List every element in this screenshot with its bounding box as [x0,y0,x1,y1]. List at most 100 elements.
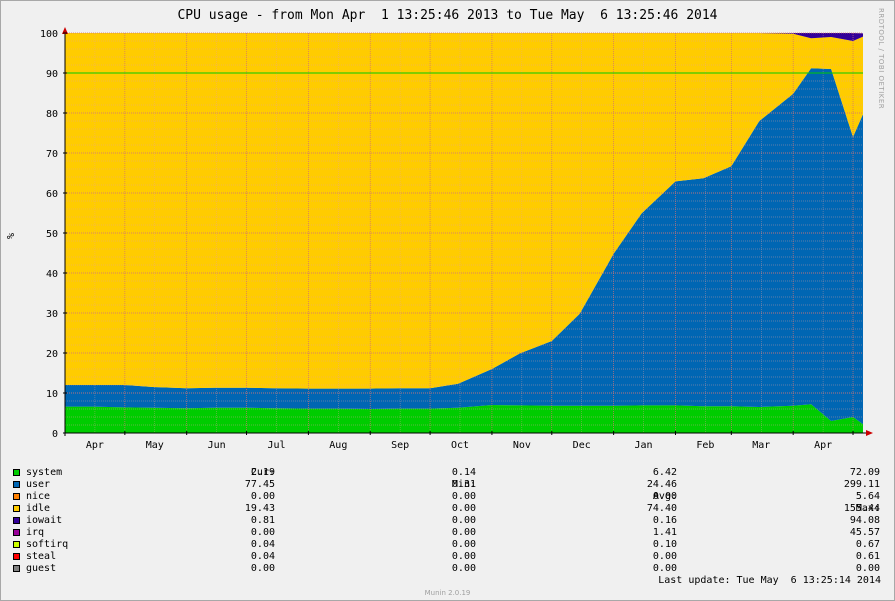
legend-value-max: 299.11 [843,479,880,490]
rrdtool-credit: RRDTOOL / TOBI OETIKER [877,8,885,110]
header-min: Min: [451,479,476,490]
area-user [65,68,863,425]
legend-value-cur: 2.19 [250,467,275,478]
header-cur: Cur: [250,467,275,478]
legend-row-softirq: softirq 0.04 0.00 0.10 0.67 [13,539,883,551]
y-tick-label: 70 [46,149,58,160]
y-tick-label: 80 [46,109,58,120]
legend-value-avg: 1.41 [652,527,677,538]
y-tick-label: 60 [46,189,58,200]
legend-series-name: guest [26,563,57,574]
legend-rows: system 2.19 0.14 6.42 72.09 user 77.45 0.31 24.4… [13,467,883,575]
legend-series-name: user [26,479,51,490]
legend-value-max: 0.67 [855,539,880,550]
y-tick-label: 30 [46,309,58,320]
legend-value-avg: 0.16 [652,515,677,526]
legend-series-name: system [26,467,63,478]
legend-row-nice: nice 0.00 0.00 0.00 5.64 [13,491,883,503]
legend-value-cur: 19.43 [244,503,275,514]
legend-value-max: 0.00 [855,563,880,574]
legend-series-name: steal [26,551,57,562]
legend-series-name: softirq [26,539,69,550]
area-system [65,404,863,433]
legend-value-avg: 0.00 [652,563,677,574]
legend-value-cur: 0.00 [250,491,275,502]
y-tick-label: 10 [46,389,58,400]
legend-value-avg: 74.40 [646,503,677,514]
legend-value-cur: 0.00 [250,563,275,574]
cpu-usage-chart: 0 10 20 30 40 50 60 70 80 90 100 Apr May Jun Jul Aug Se… [6,27,873,450]
x-tick-label: Feb [696,440,714,450]
chart-title: CPU usage - from Mon Apr 1 13:25:46 2013… [177,8,718,23]
legend-swatch [13,517,20,524]
legend-value-cur: 77.45 [244,479,275,490]
last-update-text: Last update: Tue May 6 13:25:14 2014 [658,575,881,586]
legend-value-min: 0.00 [451,503,476,514]
legend-value-max: 45.57 [849,527,880,538]
legend-table: Cur: Min: Avg: Max: system 2.19 0.14 6.42 72… [13,455,883,575]
legend-value-cur: 0.04 [250,539,275,550]
legend-value-min: 0.00 [451,563,476,574]
legend-value-max: 0.61 [855,551,880,562]
legend-value-cur: 0.00 [250,527,275,538]
legend-row-steal: steal 0.04 0.00 0.00 0.61 [13,551,883,563]
legend-value-avg: 6.42 [652,467,677,478]
y-axis-label: % [6,233,17,239]
legend-value-max: 155.44 [843,503,880,514]
x-tick-label: Apr [814,440,832,450]
x-axis-arrow [866,430,873,436]
area-idle [65,33,863,389]
legend-row-user: user 77.45 0.31 24.46 299.11 [13,479,883,491]
axes [62,27,873,436]
legend-value-min: 0.00 [451,515,476,526]
legend-value-cur: 0.81 [250,515,275,526]
legend-row-irq: irq 0.00 0.00 1.41 45.57 [13,527,883,539]
legend-row-system: system 2.19 0.14 6.42 72.09 [13,467,883,479]
legend-series-name: iowait [26,515,63,526]
legend-swatch [13,553,20,560]
y-tick-label: 100 [40,29,58,40]
y-axis-arrow [62,27,68,34]
legend-value-min: 0.00 [451,551,476,562]
legend-swatch [13,469,20,476]
stacked-areas [65,33,863,433]
legend-value-min: 0.00 [451,527,476,538]
y-tick-label: 20 [46,349,58,360]
legend-swatch [13,565,20,572]
x-tick-label: Aug [329,440,347,450]
x-tick-label: Jul [267,440,285,450]
legend-header-row: Cur: Min: Avg: Max: [13,455,883,514]
legend-value-max: 94.08 [849,515,880,526]
legend-value-min: 0.00 [451,491,476,502]
legend-value-avg: 24.46 [646,479,677,490]
header-max: Max: [855,503,880,514]
x-tick-label: Jan [635,440,653,450]
y-tick-label: 40 [46,269,58,280]
x-tick-label: Sep [391,440,409,450]
x-tick-label: Apr [86,440,104,450]
legend-swatch [13,541,20,548]
legend-swatch [13,505,20,512]
x-tick-label: May [146,440,164,450]
legend-value-cur: 0.04 [250,551,275,562]
legend-swatch [13,493,20,500]
legend-swatch [13,529,20,536]
legend-swatch [13,481,20,488]
legend-row-iowait: iowait 0.81 0.00 0.16 94.08 [13,515,883,527]
legend-row-guest: guest 0.00 0.00 0.00 0.00 [13,563,883,575]
legend-value-min: 0.00 [451,539,476,550]
legend-value-min: 0.14 [451,467,476,478]
legend-row-idle: idle 19.43 0.00 74.40 155.44 [13,503,883,515]
legend-value-avg: 0.00 [652,491,677,502]
x-tick-label: Jun [208,440,226,450]
x-tick-label: Mar [752,440,770,450]
header-avg: Avg: [652,491,677,502]
legend-series-name: idle [26,503,51,514]
x-tick-label: Dec [573,440,591,450]
y-tick-label: 50 [46,229,58,240]
legend-value-min: 0.31 [451,479,476,490]
y-tick-label: 90 [46,69,58,80]
y-tick-label: 0 [52,429,58,440]
legend-value-max: 5.64 [855,491,880,502]
x-tick-label: Oct [451,440,469,450]
